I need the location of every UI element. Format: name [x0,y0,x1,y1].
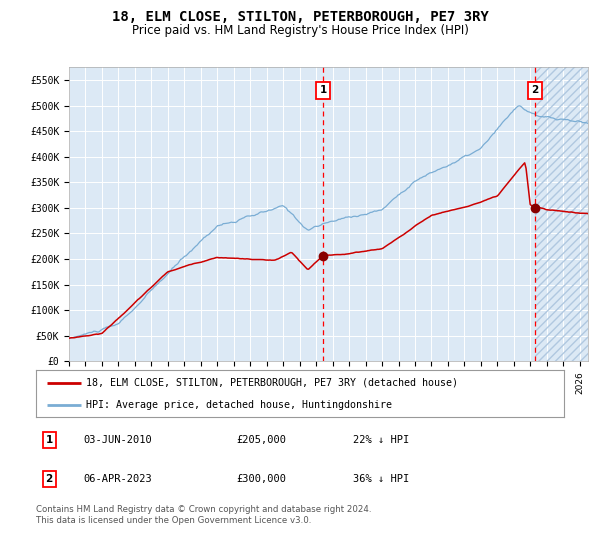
Text: 2: 2 [46,474,53,484]
Text: £300,000: £300,000 [236,474,287,484]
Bar [535,67,588,361]
Text: 36% ↓ HPI: 36% ↓ HPI [353,474,409,484]
Text: 22% ↓ HPI: 22% ↓ HPI [353,435,409,445]
Text: 18, ELM CLOSE, STILTON, PETERBOROUGH, PE7 3RY: 18, ELM CLOSE, STILTON, PETERBOROUGH, PE… [112,10,488,24]
Text: 1: 1 [46,435,53,445]
Text: HPI: Average price, detached house, Huntingdonshire: HPI: Average price, detached house, Hunt… [86,400,392,410]
Text: Price paid vs. HM Land Registry's House Price Index (HPI): Price paid vs. HM Land Registry's House … [131,24,469,36]
Text: £205,000: £205,000 [236,435,287,445]
Text: Contains HM Land Registry data © Crown copyright and database right 2024.
This d: Contains HM Land Registry data © Crown c… [36,505,371,525]
Text: 18, ELM CLOSE, STILTON, PETERBOROUGH, PE7 3RY (detached house): 18, ELM CLOSE, STILTON, PETERBOROUGH, PE… [86,378,458,388]
Text: 06-APR-2023: 06-APR-2023 [83,474,152,484]
Text: 2: 2 [531,85,538,95]
Text: 03-JUN-2010: 03-JUN-2010 [83,435,152,445]
Text: 1: 1 [319,85,326,95]
Bar [535,67,588,361]
